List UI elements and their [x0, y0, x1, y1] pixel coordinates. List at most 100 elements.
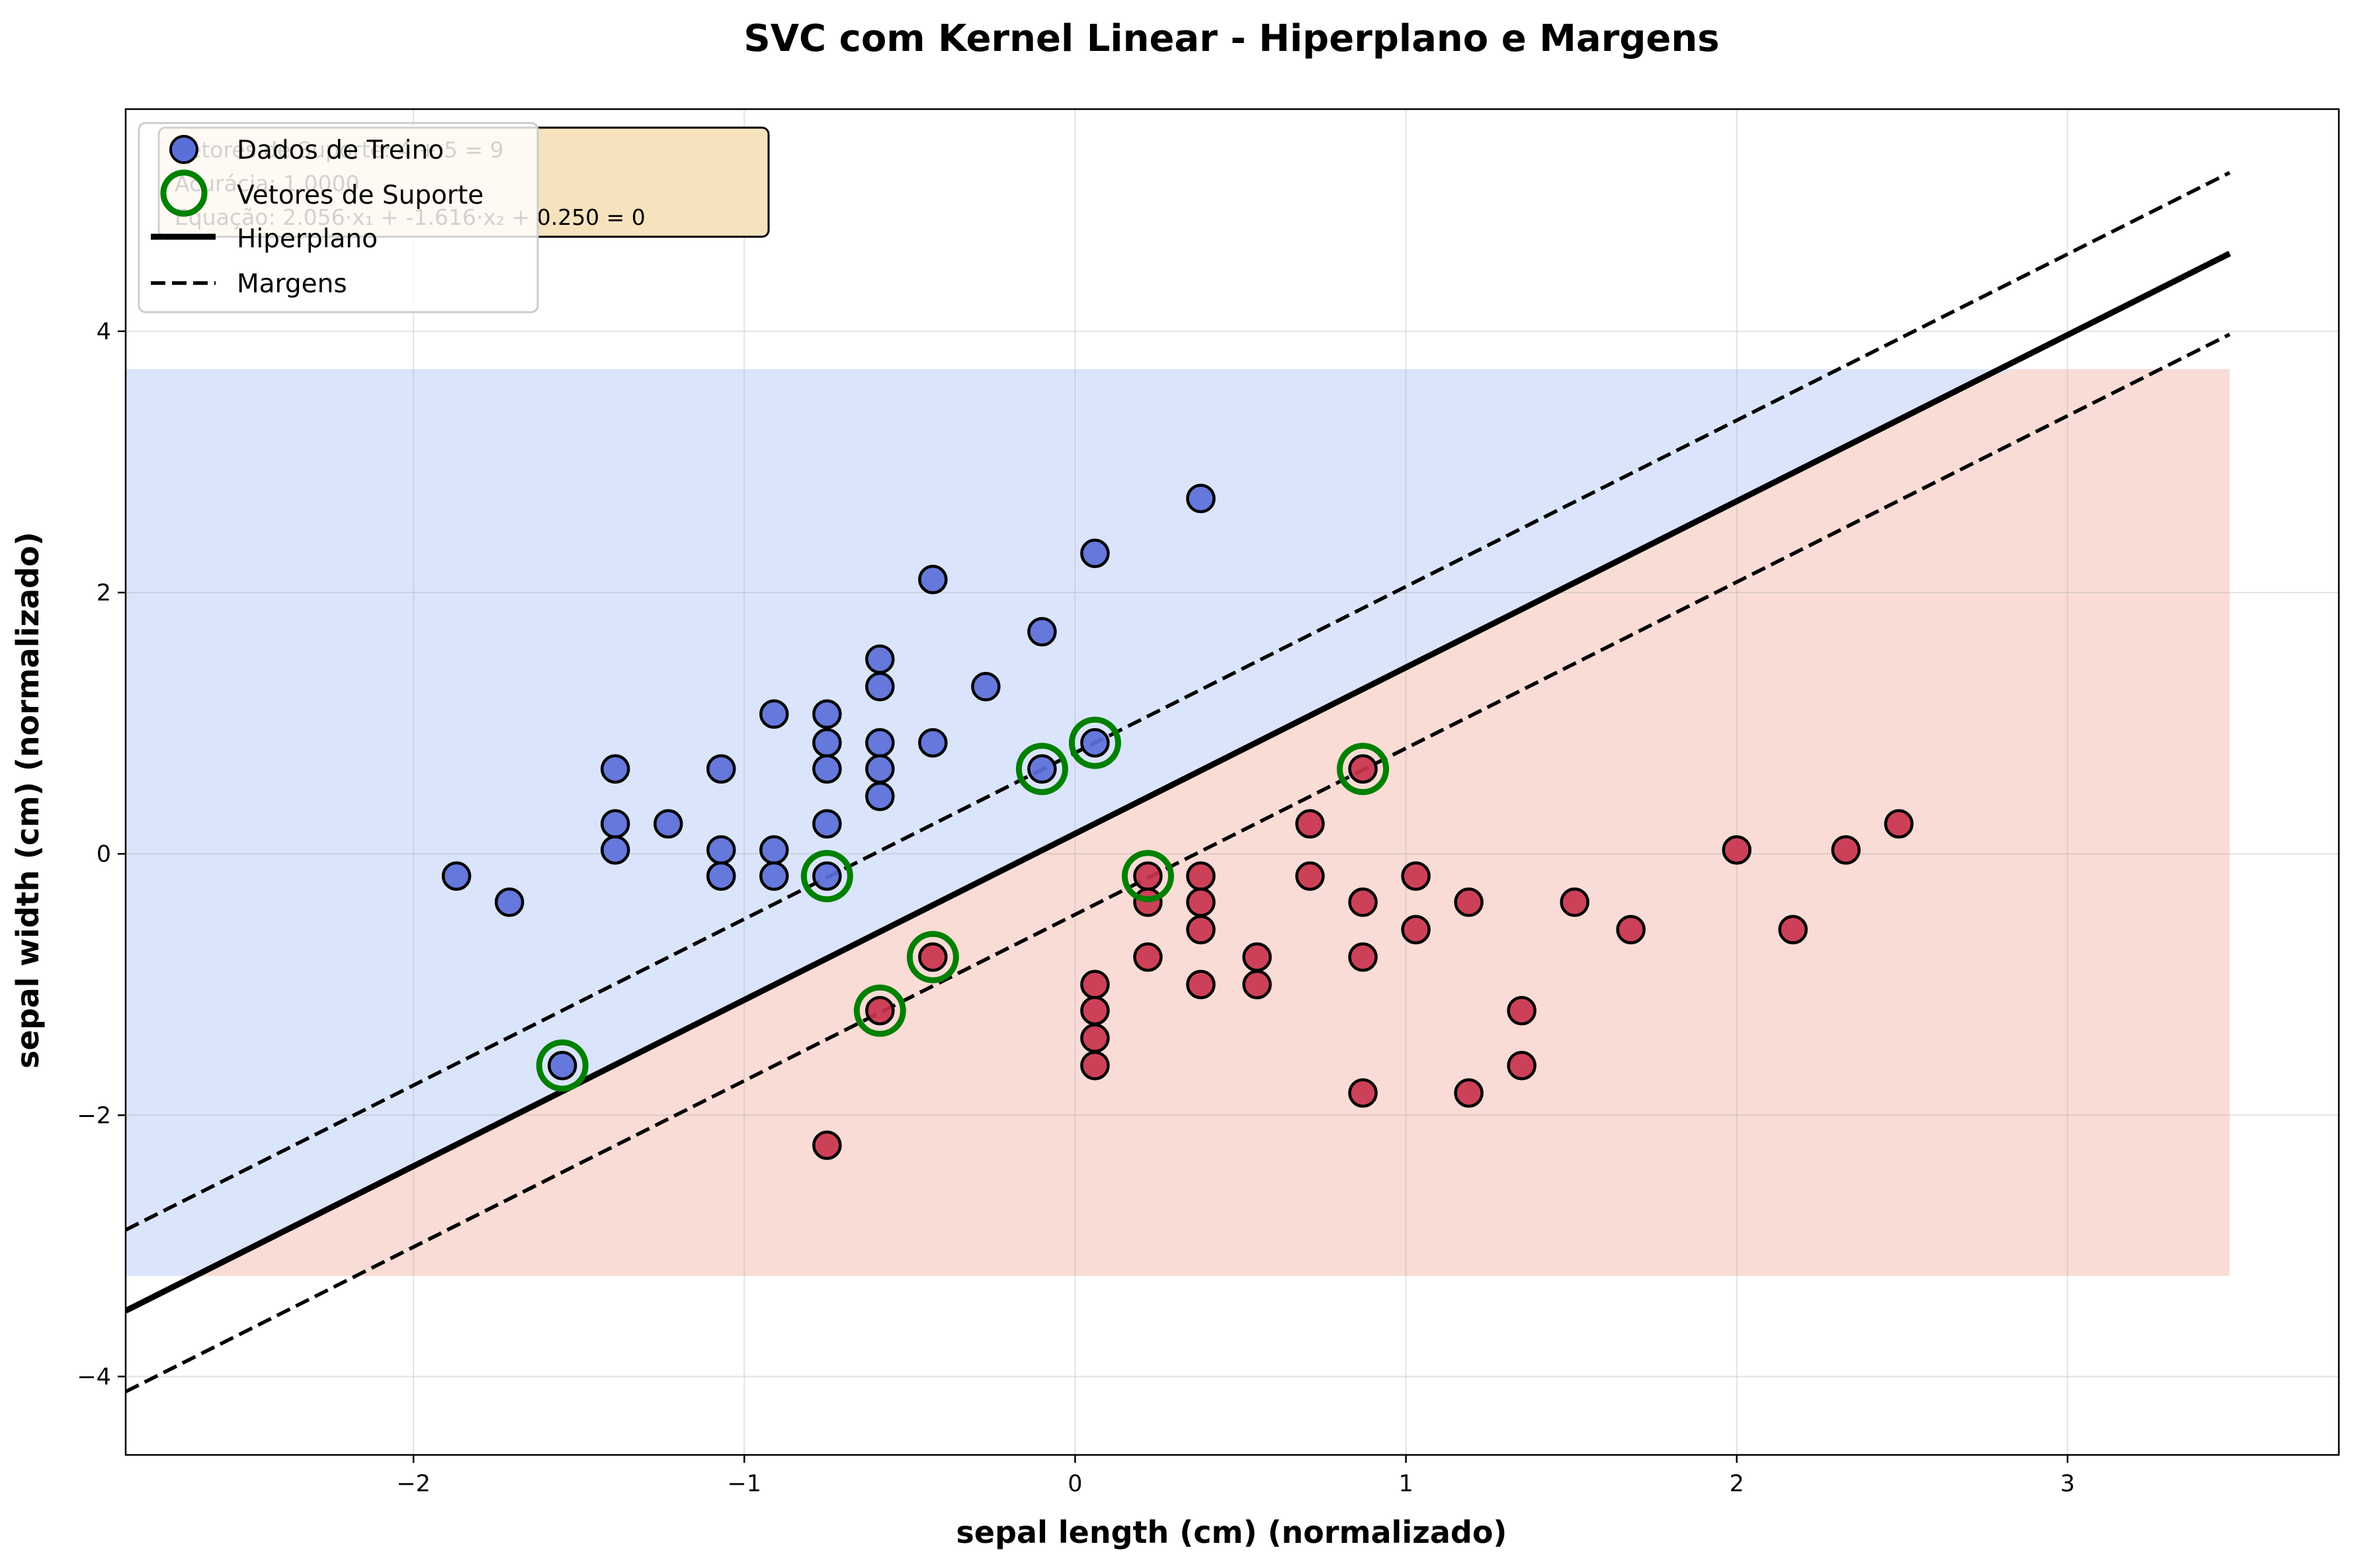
- data-point-class-b: [1507, 996, 1537, 1026]
- data-point-class-a: [865, 754, 895, 784]
- data-point-class-a: [812, 727, 842, 758]
- data-point-class-a: [706, 754, 736, 784]
- data-point-class-a: [1080, 727, 1110, 758]
- data-point-class-a: [547, 1050, 577, 1081]
- data-point-class-b: [1560, 887, 1589, 917]
- data-point-class-a: [441, 861, 472, 891]
- support-vector-marker: [1337, 743, 1390, 796]
- x-tick-label: −1: [727, 1471, 761, 1497]
- support-vector-marker: [536, 1039, 589, 1092]
- y-tick-label: −4: [77, 1364, 111, 1390]
- data-point-class-b: [1186, 915, 1216, 945]
- data-point-class-a: [918, 565, 948, 595]
- data-point-class-a: [706, 861, 736, 891]
- data-point-class-a: [865, 672, 895, 702]
- data-point-class-a: [865, 781, 895, 811]
- legend-label-sv: Vetores de Suporte: [237, 181, 484, 210]
- x-tick-label: 0: [1068, 1471, 1082, 1497]
- legend-train-marker: [169, 135, 198, 164]
- data-point-class-b: [1348, 887, 1378, 917]
- legend-label-train: Dados de Treino: [237, 136, 444, 165]
- support-vector-marker: [1121, 850, 1174, 903]
- data-point-class-a: [600, 809, 630, 839]
- data-point-class-b: [1242, 942, 1272, 972]
- data-point-class-b: [1722, 835, 1751, 865]
- data-point-class-a: [494, 887, 525, 917]
- data-point-class-b: [1080, 1050, 1110, 1081]
- data-point-class-b: [1831, 835, 1861, 865]
- data-point-class-a: [865, 644, 895, 675]
- data-point-class-a: [812, 699, 842, 729]
- data-point-class-a: [706, 835, 736, 865]
- data-point-class-a: [759, 835, 789, 865]
- data-point-class-b: [865, 996, 895, 1026]
- data-point-class-b: [1507, 1050, 1537, 1081]
- data-point-class-b: [1080, 970, 1110, 999]
- y-tick-label: −2: [77, 1102, 111, 1129]
- data-point-class-b: [1133, 942, 1163, 972]
- legend-frame: [138, 122, 539, 313]
- data-point-class-b: [1186, 970, 1216, 999]
- support-vector-marker: [1068, 716, 1121, 769]
- data-point-class-a: [600, 754, 630, 784]
- data-point-class-a: [1027, 617, 1057, 647]
- data-point-class-b: [1242, 970, 1272, 999]
- data-point-class-b: [812, 1130, 842, 1161]
- x-tick-label: −2: [396, 1471, 431, 1497]
- data-point-class-b: [1454, 887, 1484, 917]
- data-point-class-a: [600, 835, 630, 865]
- data-point-class-b: [1348, 754, 1378, 784]
- data-point-class-a: [1080, 538, 1110, 568]
- data-point-class-a: [812, 754, 842, 784]
- data-point-class-b: [1186, 861, 1216, 891]
- data-point-class-b: [1348, 1078, 1378, 1108]
- data-point-class-b: [1401, 915, 1431, 945]
- legend-label-hyperplane: Hiperplano: [237, 224, 378, 254]
- plot-inner: [126, 109, 2339, 1455]
- support-vector-marker: [1015, 743, 1068, 796]
- data-point-class-b: [1080, 996, 1110, 1026]
- y-tick-label: 2: [97, 580, 111, 606]
- plot-frame: [124, 108, 2340, 1456]
- data-point-class-a: [812, 809, 842, 839]
- data-point-class-b: [1186, 887, 1216, 917]
- support-vector-marker: [800, 850, 853, 903]
- data-point-class-a: [1186, 483, 1216, 514]
- data-point-class-b: [1401, 861, 1431, 891]
- data-point-class-b: [1133, 887, 1163, 917]
- data-point-class-a: [1027, 754, 1057, 784]
- x-tick-label: 2: [1730, 1471, 1744, 1497]
- x-tick-label: 1: [1398, 1471, 1413, 1497]
- data-point-class-b: [1295, 809, 1325, 839]
- support-vector-marker: [853, 984, 906, 1037]
- region-class-a: [126, 369, 2230, 1276]
- x-tick-label: 3: [2060, 1471, 2075, 1497]
- hyperplane-line: [126, 251, 2231, 1314]
- margin-line-lower: [126, 171, 2231, 1232]
- data-point-class-b: [1295, 861, 1325, 891]
- data-point-class-b: [1454, 1078, 1484, 1108]
- support-vector-marker: [906, 930, 959, 983]
- x-axis-label: sepal length (cm) (normalizado): [956, 1514, 1507, 1550]
- data-point-class-a: [918, 727, 948, 758]
- legend-label-margins: Margens: [237, 269, 347, 299]
- chart-title: SVC com Kernel Linear - Hiperplano e Mar…: [743, 17, 1719, 60]
- data-point-class-b: [1080, 1023, 1110, 1053]
- data-point-class-b: [1133, 861, 1163, 891]
- data-point-class-a: [971, 672, 1001, 702]
- data-point-class-b: [1616, 915, 1646, 945]
- data-point-class-a: [865, 727, 895, 758]
- legend-sv-marker: [160, 169, 208, 217]
- y-axis-label: sepal width (cm) (normalizado): [10, 532, 46, 1068]
- data-point-class-a: [812, 861, 842, 891]
- y-tick-label: 0: [97, 841, 111, 868]
- y-tick-label: 4: [97, 319, 111, 345]
- margin-line-upper: [126, 333, 2231, 1393]
- data-point-class-b: [918, 942, 948, 972]
- data-point-class-a: [759, 861, 789, 891]
- data-point-class-b: [1884, 809, 1914, 839]
- data-point-class-a: [759, 699, 789, 729]
- data-point-class-b: [1348, 942, 1378, 972]
